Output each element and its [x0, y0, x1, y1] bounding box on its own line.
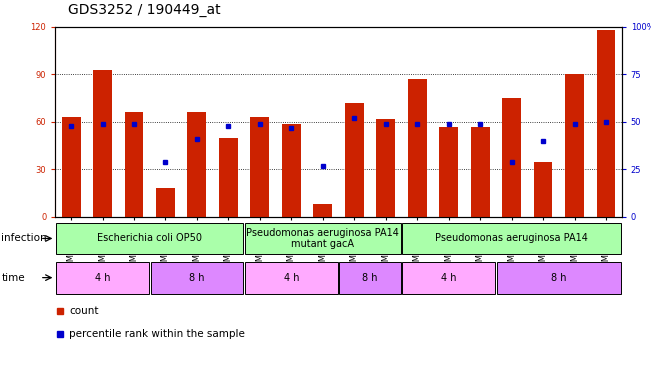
- Text: 4 h: 4 h: [441, 273, 456, 283]
- Bar: [219, 138, 238, 217]
- Bar: [471, 127, 490, 217]
- Text: 4 h: 4 h: [95, 273, 110, 283]
- Bar: [245, 223, 400, 254]
- Bar: [313, 204, 332, 217]
- Text: Escherichia coli OP50: Escherichia coli OP50: [97, 233, 202, 243]
- Bar: [402, 262, 495, 293]
- Bar: [402, 223, 621, 254]
- Bar: [56, 223, 243, 254]
- Bar: [93, 70, 112, 217]
- Bar: [339, 262, 400, 293]
- Bar: [251, 117, 270, 217]
- Bar: [565, 74, 584, 217]
- Bar: [124, 113, 143, 217]
- Text: 8 h: 8 h: [362, 273, 378, 283]
- Text: 8 h: 8 h: [189, 273, 204, 283]
- Text: count: count: [70, 306, 99, 316]
- Text: Pseudomonas aeruginosa PA14: Pseudomonas aeruginosa PA14: [435, 233, 588, 243]
- Bar: [282, 124, 301, 217]
- Bar: [439, 127, 458, 217]
- Bar: [497, 262, 621, 293]
- Bar: [345, 103, 364, 217]
- Bar: [62, 117, 81, 217]
- Bar: [187, 113, 206, 217]
- Text: 8 h: 8 h: [551, 273, 566, 283]
- Bar: [502, 98, 521, 217]
- Text: time: time: [1, 273, 25, 283]
- Bar: [596, 30, 615, 217]
- Bar: [150, 262, 243, 293]
- Bar: [245, 262, 338, 293]
- Text: GDS3252 / 190449_at: GDS3252 / 190449_at: [68, 3, 221, 17]
- Bar: [56, 262, 149, 293]
- Text: infection: infection: [1, 233, 47, 243]
- Bar: [156, 189, 175, 217]
- Text: Pseudomonas aeruginosa PA14
mutant gacA: Pseudomonas aeruginosa PA14 mutant gacA: [246, 228, 399, 249]
- Bar: [534, 162, 553, 217]
- Text: percentile rank within the sample: percentile rank within the sample: [70, 329, 245, 339]
- Text: 4 h: 4 h: [284, 273, 299, 283]
- Bar: [376, 119, 395, 217]
- Bar: [408, 79, 426, 217]
